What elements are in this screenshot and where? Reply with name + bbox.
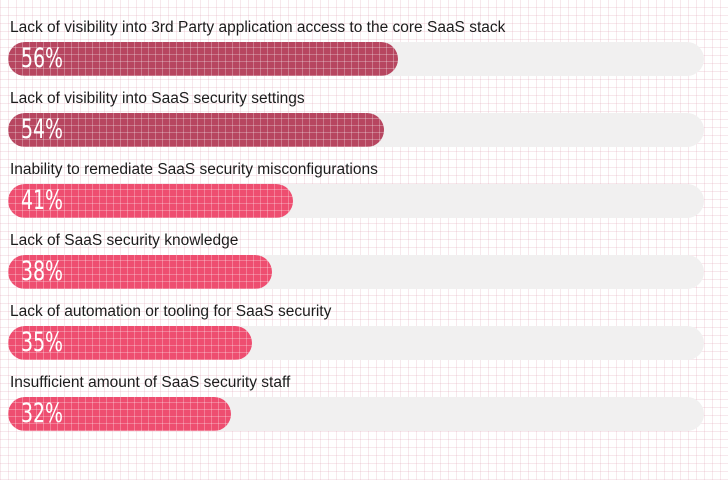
bar-row: Lack of visibility into 3rd Party applic…: [0, 18, 728, 89]
bar-value-label: 32%: [21, 398, 64, 429]
bar-category-label: Lack of visibility into SaaS security se…: [10, 90, 305, 107]
bar-value-label: 38%: [21, 256, 64, 287]
bar-value-label: 35%: [21, 327, 64, 358]
bar-track: 56%: [8, 42, 704, 76]
bar-track: 54%: [8, 113, 704, 147]
bar-row: Lack of automation or tooling for SaaS s…: [0, 302, 728, 373]
bar-fill: 54%: [8, 113, 384, 147]
bar-fill: 32%: [8, 397, 231, 431]
horizontal-bar-chart: Lack of visibility into 3rd Party applic…: [0, 18, 728, 444]
bar-fill: 56%: [8, 42, 398, 76]
bar-fill: 35%: [8, 326, 252, 360]
bar-fill: 38%: [8, 255, 273, 289]
bar-category-label: Inability to remediate SaaS security mis…: [10, 161, 378, 178]
bar-category-label: Lack of SaaS security knowledge: [10, 232, 239, 249]
bar-row: Lack of SaaS security knowledge 38%: [0, 231, 728, 302]
bar-value-label: 54%: [21, 114, 64, 145]
bar-value-label: 56%: [21, 43, 64, 74]
bar-category-label: Lack of automation or tooling for SaaS s…: [10, 303, 332, 320]
bar-category-label: Insufficient amount of SaaS security sta…: [10, 374, 291, 391]
bar-track: 32%: [8, 397, 704, 431]
bar-track: 35%: [8, 326, 704, 360]
bar-row: Lack of visibility into SaaS security se…: [0, 89, 728, 160]
bar-category-label: Lack of visibility into 3rd Party applic…: [10, 19, 506, 36]
bar-row: Inability to remediate SaaS security mis…: [0, 160, 728, 231]
bar-row: Insufficient amount of SaaS security sta…: [0, 373, 728, 444]
bar-track: 41%: [8, 184, 704, 218]
bar-value-label: 41%: [21, 185, 64, 216]
bar-track: 38%: [8, 255, 704, 289]
bar-fill: 41%: [8, 184, 294, 218]
